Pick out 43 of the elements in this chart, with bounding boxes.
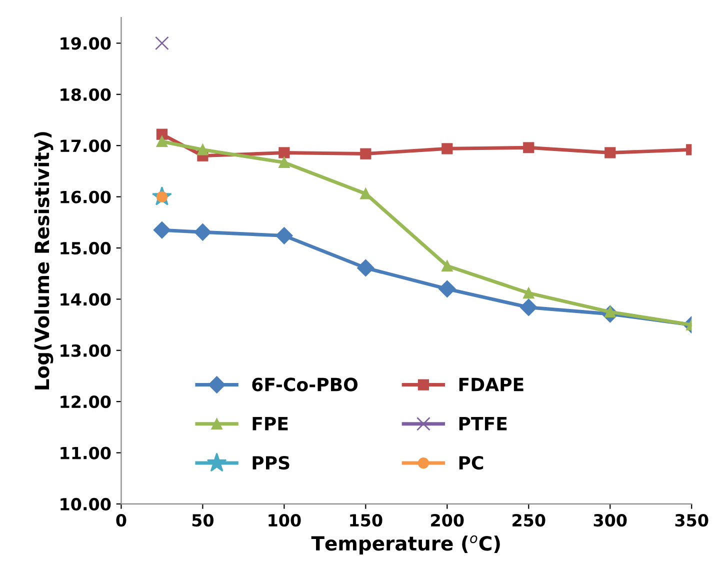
point xyxy=(194,224,212,241)
x-tick-label: 250 xyxy=(512,514,546,527)
legend-label: PPS xyxy=(252,456,290,470)
x-tick-label: 50 xyxy=(192,514,214,527)
legend-label: PC xyxy=(459,456,484,470)
x-tick-label: 200 xyxy=(431,514,464,527)
y-tick-label: 11.00 xyxy=(60,446,111,460)
point xyxy=(156,136,168,148)
legend-label: FPE xyxy=(252,417,288,430)
point xyxy=(276,227,293,244)
legend-label: 6F-Co-PBO xyxy=(252,378,358,392)
y-tick-label: 18.00 xyxy=(60,88,111,101)
legend-label: FDAPE xyxy=(459,378,524,392)
point xyxy=(153,222,171,239)
point xyxy=(520,298,538,316)
y-axis-title: Log(Volume Resistivity) xyxy=(34,132,54,390)
y-tick-label: 13.00 xyxy=(60,344,111,357)
point xyxy=(155,36,169,50)
x-axis-title: Temperature ($^{o}$C) xyxy=(311,535,500,554)
y-tick-label: 12.00 xyxy=(60,396,111,408)
point xyxy=(442,143,453,154)
x-tick-label: 0 xyxy=(116,514,126,527)
y-tick-label: 15.00 xyxy=(60,242,111,255)
point xyxy=(438,280,456,298)
y-tick-label: 19.00 xyxy=(60,37,111,50)
y-tick-label: 14.00 xyxy=(60,293,111,306)
y-tick-label: 16.00 xyxy=(60,190,111,204)
point xyxy=(197,144,208,156)
x-tick-label: 100 xyxy=(268,514,301,527)
point xyxy=(442,260,453,272)
y-tick-label: 10.00 xyxy=(60,498,111,511)
x-tick-label: 350 xyxy=(675,514,708,527)
point xyxy=(604,147,616,158)
point xyxy=(523,287,534,299)
legend-label: PTFE xyxy=(459,417,507,430)
x-tick-label: 150 xyxy=(350,514,382,527)
point xyxy=(360,148,372,160)
point xyxy=(523,142,534,154)
y-tick-label: 17.00 xyxy=(60,140,111,152)
point xyxy=(278,156,290,168)
point xyxy=(278,147,290,158)
point xyxy=(357,259,374,276)
x-tick-label: 300 xyxy=(594,514,627,527)
